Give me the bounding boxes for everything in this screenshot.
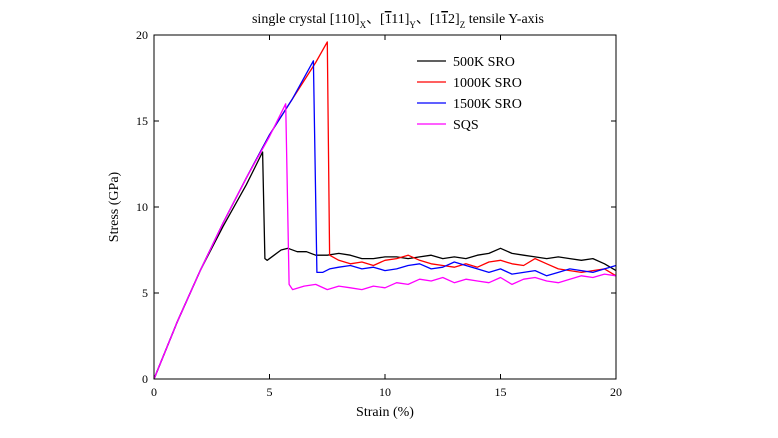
y-tick-label: 15 xyxy=(136,114,148,128)
series-line-sqs xyxy=(153,103,617,380)
plot-lines xyxy=(153,41,617,380)
axis-ticks xyxy=(153,34,617,380)
series-line-1500k-sro xyxy=(153,60,617,380)
legend: 500K SRO 1000K SRO 1500K SRO SQS xyxy=(417,55,522,133)
legend-label: 1000K SRO xyxy=(453,76,522,91)
x-tick-label: 15 xyxy=(495,385,507,399)
legend-label: 1500K SRO xyxy=(453,97,522,112)
x-tick-label: 20 xyxy=(610,385,622,399)
x-axis-label: Strain (%) xyxy=(356,405,414,420)
legend-label: 500K SRO xyxy=(453,55,515,70)
y-tick-label: 0 xyxy=(142,372,148,386)
tick-labels: 0 5 10 15 20 0 5 10 15 20 xyxy=(136,28,622,399)
plot-frame xyxy=(153,34,617,380)
x-tick-label: 0 xyxy=(151,385,157,399)
x-tick-label: 10 xyxy=(379,385,391,399)
series-line-1000k-sro xyxy=(153,41,617,380)
chart-title: single crystal [110]X、[111]Y、[112]Z tens… xyxy=(252,12,544,30)
y-tick-label: 5 xyxy=(142,286,148,300)
legend-label: SQS xyxy=(453,118,479,133)
x-tick-label: 5 xyxy=(267,385,273,399)
y-tick-label: 10 xyxy=(136,200,148,214)
y-tick-label: 20 xyxy=(136,28,148,42)
series-line-500k-sro xyxy=(153,151,617,380)
y-axis-label: Stress (GPa) xyxy=(107,171,122,242)
